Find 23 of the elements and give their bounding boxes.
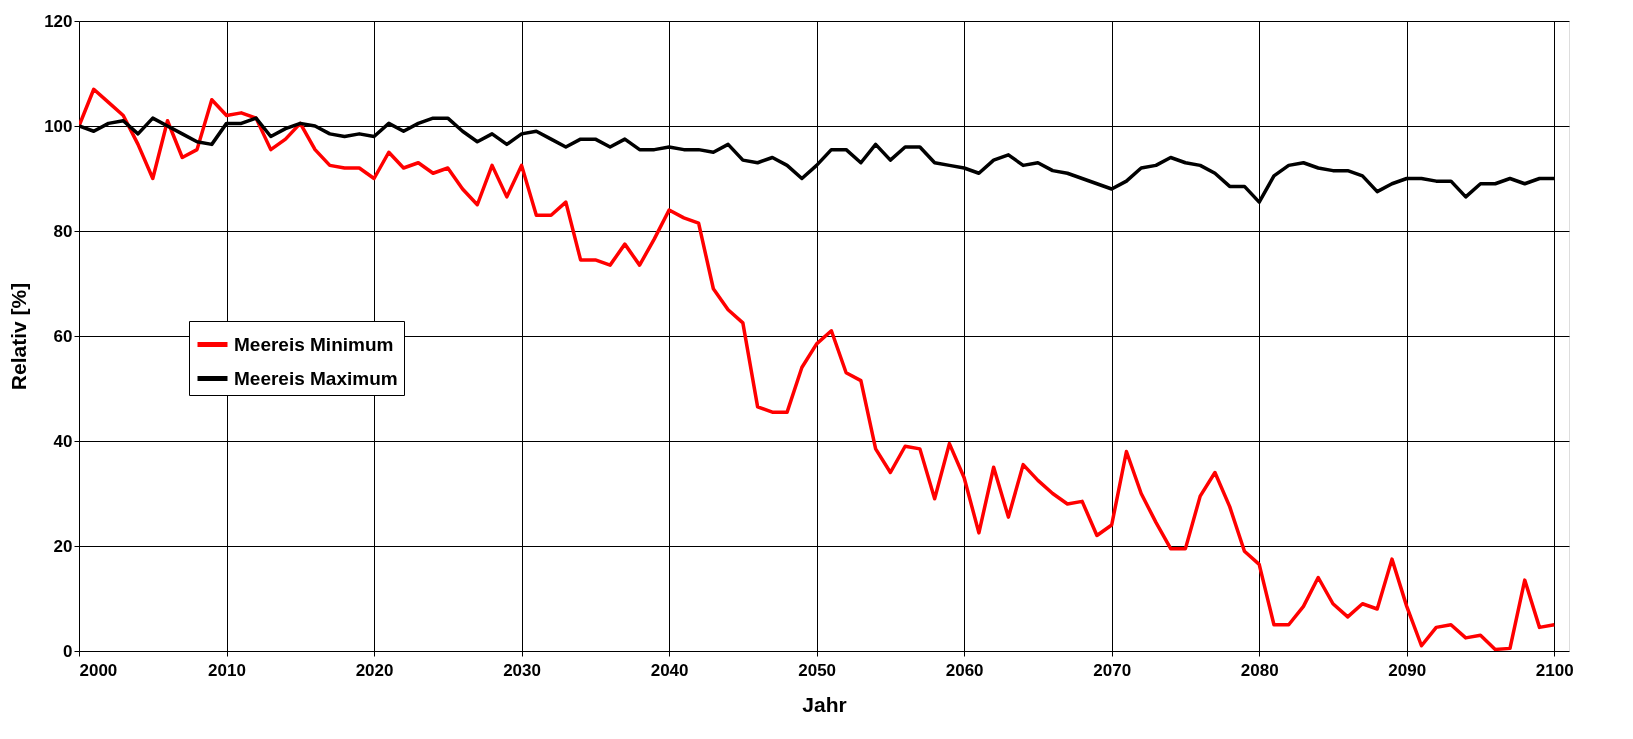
x-tick-label: 2010 (208, 660, 246, 680)
x-tick-label: 2100 (1535, 660, 1574, 680)
x-tick-label: 2080 (1240, 660, 1279, 680)
y-tick-label: 60 (53, 326, 73, 346)
y-tick-label: 80 (53, 221, 73, 241)
legend-label: Meereis Minimum (234, 333, 394, 355)
y-tick-label: 120 (44, 11, 73, 31)
x-tick-label: 2000 (79, 660, 118, 680)
y-tick-label: 40 (53, 431, 73, 451)
y-axis-title: Relativ [%] (7, 282, 31, 391)
y-tick-label: 100 (44, 116, 73, 136)
x-tick-label: 2020 (355, 660, 394, 680)
x-tick-label: 2030 (503, 660, 541, 680)
x-tick-label: 2060 (945, 660, 984, 680)
y-tick-label: 20 (53, 536, 73, 556)
x-axis-title: Jahr (802, 692, 847, 716)
x-tick-label: 2050 (798, 660, 837, 680)
line-series (79, 87, 1556, 651)
x-tick-label: 2040 (650, 660, 689, 680)
legend-label: Meereis Maximum (234, 367, 398, 389)
y-tick-label: 0 (63, 641, 73, 661)
x-tick-label: 2090 (1388, 660, 1427, 680)
x-tick-label: 2070 (1093, 660, 1132, 680)
